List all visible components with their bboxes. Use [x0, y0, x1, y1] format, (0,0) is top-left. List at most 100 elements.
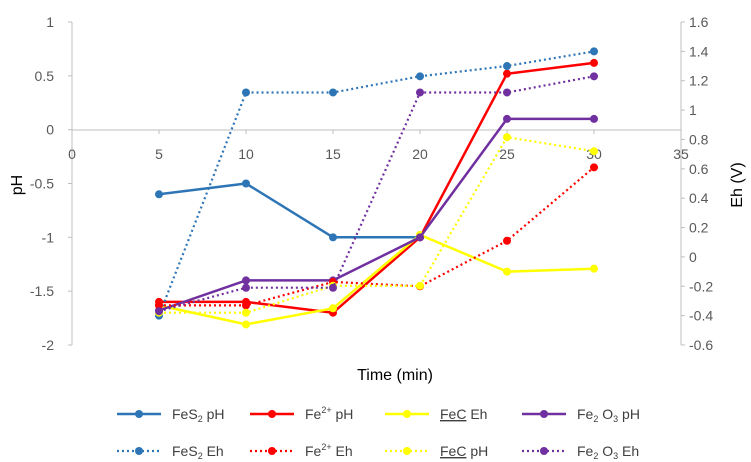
- y-left-tick-label: -1.5: [30, 283, 54, 299]
- series-fec-eh: [155, 230, 598, 329]
- series-line-fes2-eh: [157, 50, 595, 316]
- y-right-tick-label: 1.2: [689, 73, 709, 89]
- data-point-fec-ph: [416, 281, 424, 290]
- data-point-fe2-eh: [242, 301, 250, 310]
- data-point-fe2-eh: [503, 236, 511, 245]
- data-point-fes2-eh: [242, 88, 250, 97]
- series-line-fec-ph: [159, 136, 595, 314]
- legend-item-fe2o3-eh: Fe2 O3 Eh: [522, 443, 639, 461]
- x-tick-label: 0: [68, 146, 76, 162]
- y-right-tick-labels: 1.6 1.4 1.2 1 0.8 0.6 0.4 0.2 0 -0.2 -0.4 -0.6: [681, 14, 713, 353]
- legend-label: Fe2 O3 pH: [577, 406, 640, 424]
- legend-item-fes2-ph: FeS2 pH: [117, 406, 225, 424]
- y-left-tick-label: -0.5: [30, 176, 54, 192]
- data-point-fe2o3-ph: [590, 114, 598, 123]
- y-right-tick-label: 1.4: [689, 43, 709, 59]
- series-line-fes2-ph: [158, 182, 420, 239]
- data-point-fe2o3-ph: [503, 114, 511, 123]
- data-point-fec-ph: [590, 147, 598, 156]
- data-point-fes2-eh: [416, 72, 424, 81]
- y-right-tick-label: 0.8: [689, 131, 709, 147]
- legend-swatch-marker: [403, 447, 411, 455]
- series-line-fe2-ph: [159, 61, 595, 314]
- x-tick-label: 10: [238, 146, 254, 162]
- data-point-fes2-ph: [329, 233, 337, 242]
- series-fe2o3-eh: [155, 72, 598, 316]
- y-right-tick-label: 0.4: [689, 190, 709, 206]
- data-point-fec-ph: [242, 308, 250, 317]
- x-tick-label: 20: [412, 146, 428, 162]
- chart-axes: [71, 22, 682, 345]
- x-tick-label: 25: [499, 146, 515, 162]
- legend-swatch-marker: [540, 410, 548, 418]
- x-tick-labels: 05101520253035: [68, 130, 689, 162]
- data-point-fe2o3-ph: [416, 233, 424, 242]
- x-axis-title: Time (min): [357, 367, 433, 384]
- legend: FeS2 pH Fe2+ pH FeC Eh Fe2 O3 pH FeS2 Eh Fe2+…: [117, 405, 640, 461]
- legend-label: FeC pH: [440, 443, 488, 459]
- y-right-tick-label: -0.4: [689, 308, 713, 324]
- legend-item-fe2-ph: Fe2+ pH: [250, 405, 353, 422]
- data-point-fe2-eh: [155, 301, 163, 310]
- legend-swatch-marker: [540, 447, 548, 455]
- legend-label: Fe2+ pH: [305, 405, 353, 422]
- data-point-fe2o3-eh: [503, 88, 511, 97]
- data-point-fec-eh: [590, 264, 598, 273]
- legend-swatch-marker: [135, 410, 143, 418]
- y-right-tick-label: 0.2: [689, 220, 709, 236]
- y-right-tick-label: -0.2: [689, 278, 713, 294]
- data-point-fec-eh: [329, 304, 337, 313]
- legend-item-fes2-eh: FeS2 Eh: [117, 443, 224, 461]
- data-point-fe2o3-eh: [416, 88, 424, 97]
- y-right-tick-label: 1.6: [689, 14, 709, 30]
- y-right-tick-label: -0.6: [689, 337, 713, 353]
- data-point-fec-eh: [242, 320, 250, 329]
- legend-swatch-marker: [135, 447, 143, 455]
- data-point-fe2o3-eh: [155, 307, 163, 316]
- data-point-fes2-ph: [242, 179, 250, 188]
- y-left-tick-label: -1: [42, 229, 55, 245]
- legend-label: FeS2 pH: [172, 406, 225, 424]
- data-point-fe2-ph: [590, 58, 598, 67]
- legend-item-fec-ph: FeC pH: [385, 443, 488, 459]
- legend-label: FeS2 Eh: [172, 443, 224, 461]
- data-point-fe2o3-ph: [242, 276, 250, 285]
- y-right-tick-label: 0: [689, 249, 697, 265]
- y-right-axis-title: Eh (V): [729, 162, 746, 207]
- legend-item-fe2o3-ph: Fe2 O3 pH: [522, 406, 640, 424]
- y-left-tick-label: 0: [46, 122, 54, 138]
- y-left-tick-label: 0.5: [35, 68, 55, 84]
- y-left-tick-label: -2: [42, 337, 55, 353]
- data-point-fes2-eh: [329, 88, 337, 97]
- series-group: [155, 47, 598, 329]
- y-left-axis-title: pH: [9, 175, 26, 195]
- legend-item-fec-eh: FeC Eh: [385, 406, 487, 422]
- y-right-tick-label: 0.6: [689, 161, 709, 177]
- data-point-fec-eh: [503, 267, 511, 276]
- data-point-fe2o3-eh: [590, 72, 598, 81]
- x-tick-label: 15: [325, 146, 341, 162]
- y-right-tick-label: 1: [689, 102, 697, 118]
- data-point-fe2-ph: [503, 69, 511, 78]
- legend-swatch-marker: [403, 410, 411, 418]
- data-point-fes2-eh: [503, 62, 511, 71]
- legend-item-fe2-eh: Fe2+ Eh: [250, 442, 353, 459]
- y-left-tick-labels: 1 0.5 0 -0.5 -1 -1.5 -2: [30, 14, 72, 353]
- data-point-fec-ph: [503, 133, 511, 142]
- series-line-fec-eh: [158, 233, 595, 326]
- series-line-fe2-eh: [159, 166, 595, 307]
- x-tick-label: 35: [673, 146, 689, 162]
- series-line-fe2o3-eh: [158, 75, 595, 313]
- data-point-fe2o3-eh: [242, 283, 250, 292]
- x-tick-label: 5: [155, 146, 163, 162]
- y-left-tick-label: 1: [46, 14, 54, 30]
- data-point-fes2-eh: [590, 47, 598, 56]
- legend-swatch-marker: [268, 447, 276, 455]
- series-line-fe2o3-ph: [158, 117, 594, 312]
- data-point-fe2o3-eh: [329, 283, 337, 292]
- legend-label: Fe2+ Eh: [305, 442, 353, 459]
- series-fes2-ph: [155, 179, 424, 242]
- data-point-fes2-ph: [155, 190, 163, 199]
- data-point-fe2-eh: [590, 163, 598, 172]
- legend-label: FeC Eh: [440, 406, 487, 422]
